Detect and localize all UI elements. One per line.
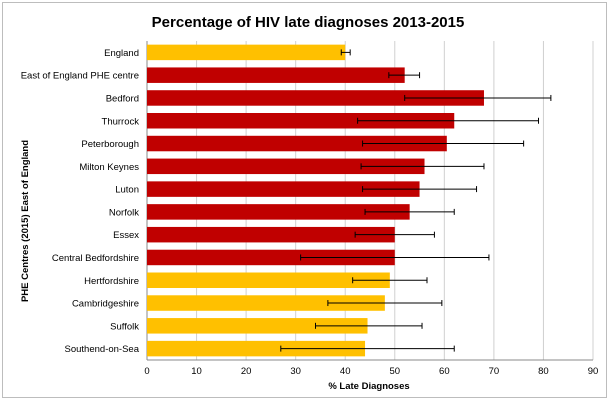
- category-label: Central Bedfordshire: [52, 253, 139, 264]
- category-label: Southend-on-Sea: [65, 344, 140, 355]
- bars: [147, 44, 484, 357]
- category-label: Bedford: [106, 93, 139, 104]
- x-tick-label: 30: [290, 366, 301, 377]
- x-axis-label: % Late Diagnoses: [328, 381, 409, 392]
- category-label: Cambridgeshire: [72, 299, 139, 310]
- category-label: Milton Keynes: [79, 162, 139, 173]
- bar: [147, 204, 410, 220]
- category-label: Essex: [113, 230, 139, 241]
- bar: [147, 90, 484, 106]
- category-label: Norfolk: [109, 207, 139, 218]
- x-tick-label: 60: [439, 366, 450, 377]
- category-label: Thurrock: [102, 116, 140, 127]
- bar: [147, 67, 405, 83]
- category-label: Suffolk: [110, 321, 139, 332]
- bar: [147, 226, 395, 243]
- bar: [147, 249, 395, 266]
- bar: [147, 295, 385, 311]
- category-label: Hertfordshire: [84, 276, 139, 287]
- category-labels: England East of England PHE centre Bedford…: [21, 48, 140, 355]
- error-bars: [280, 49, 552, 352]
- x-tick-label: 50: [389, 366, 400, 377]
- x-tick-label: 20: [241, 366, 252, 377]
- bar: [147, 181, 420, 197]
- category-label: England: [104, 48, 139, 59]
- x-tick-labels: 0 10 20 30 40 50 60 70 80 90: [144, 366, 598, 377]
- x-tick-label: 10: [191, 366, 202, 377]
- category-label: Peterborough: [81, 139, 139, 150]
- x-tick-label: 40: [340, 366, 351, 377]
- chart-title: Percentage of HIV late diagnoses 2013-20…: [152, 14, 465, 31]
- bar: [147, 113, 455, 129]
- gridlines: [146, 41, 594, 361]
- x-tick-label: 0: [144, 366, 149, 377]
- x-tick-label: 70: [489, 366, 500, 377]
- category-label: East of England PHE centre: [21, 71, 139, 82]
- bar: [147, 135, 447, 152]
- chart-frame: Percentage of HIV late diagnoses 2013-20…: [2, 2, 607, 398]
- bar: [147, 158, 425, 175]
- bar: [147, 272, 390, 288]
- bar-chart: Percentage of HIV late diagnoses 2013-20…: [20, 14, 598, 392]
- bar: [147, 340, 366, 357]
- bar: [147, 318, 368, 334]
- bar: [147, 44, 346, 61]
- category-label: Luton: [115, 185, 139, 196]
- y-axis-label: PHE Centres (2015) East of England: [20, 140, 31, 302]
- x-tick-label: 80: [538, 366, 549, 377]
- x-tick-label: 90: [588, 366, 599, 377]
